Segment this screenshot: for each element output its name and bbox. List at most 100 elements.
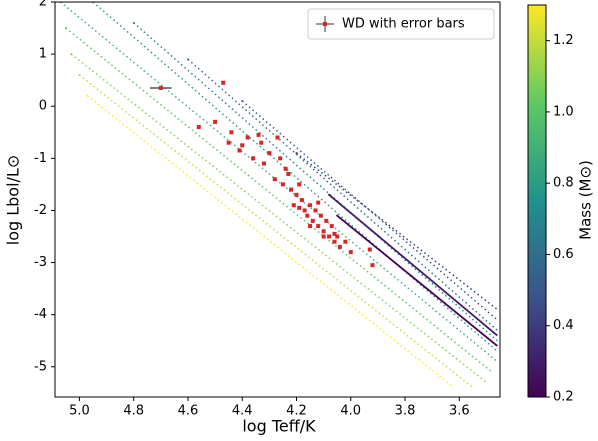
track-mass	[132, 21, 135, 24]
legend-box	[307, 8, 495, 40]
x-tick-label: 5.0	[69, 404, 90, 419]
wd-point	[370, 263, 375, 268]
cooling-track	[328, 194, 498, 337]
wd-point	[297, 182, 302, 187]
cooling-track	[65, 27, 493, 373]
cooling-track	[336, 214, 498, 347]
wd-point	[324, 218, 329, 223]
colorbar-tick-label: 0.6	[553, 247, 574, 262]
track-mass	[186, 58, 189, 61]
cooling-track	[87, 95, 455, 389]
wd-point	[245, 135, 250, 140]
colorbar-label: Mass (M⊙)	[577, 160, 595, 240]
y-tick-label: -4	[34, 307, 47, 322]
wd-point	[310, 218, 315, 223]
wd-point	[348, 250, 353, 255]
wd-point	[278, 156, 283, 161]
wd-point	[221, 80, 226, 85]
y-tick-label: 0	[39, 99, 47, 114]
cooling-track	[92, 2, 498, 352]
wd-point	[327, 234, 332, 239]
cooling-track	[241, 100, 498, 321]
wd-point	[229, 130, 234, 135]
cooling-track	[78, 74, 474, 389]
y-tick-label: -3	[34, 255, 47, 270]
colorbar-tick-label: 1.0	[553, 104, 574, 119]
y-tick-label: 2	[39, 0, 47, 10]
wd-point	[283, 166, 288, 171]
y-tick-label: -2	[34, 203, 47, 218]
track-mass	[64, 27, 67, 30]
track-mass	[86, 94, 89, 97]
wd-point	[305, 213, 310, 218]
wd-point	[321, 234, 326, 239]
track-mass	[78, 73, 81, 76]
wd-point	[294, 192, 299, 197]
cooling-track	[59, 2, 498, 363]
cooling-track	[133, 22, 498, 342]
track-mass	[241, 100, 244, 103]
wd-point	[302, 208, 307, 213]
wd-point	[267, 151, 272, 156]
wd-point	[329, 224, 334, 229]
wd-point	[237, 148, 242, 153]
track-mass	[336, 214, 339, 217]
wd-point	[308, 203, 313, 208]
wd-point	[261, 161, 266, 166]
wd-point	[213, 119, 218, 124]
wd-point	[289, 187, 294, 192]
wd-point	[299, 198, 304, 203]
wd-point	[259, 140, 264, 145]
x-tick-label: 4.4	[232, 404, 253, 419]
wd-point	[316, 224, 321, 229]
colorbar	[527, 4, 547, 398]
legend-marker	[323, 22, 327, 26]
wd-point	[280, 182, 285, 187]
x-tick-label: 4.2	[286, 404, 307, 419]
wd-point	[321, 229, 326, 234]
axes-frame	[54, 1, 501, 398]
colorbar-tick-label: 0.2	[553, 390, 574, 405]
wd-point	[337, 244, 342, 249]
y-tick-label: -1	[34, 151, 47, 166]
wd-point	[313, 208, 318, 213]
wd-point	[318, 213, 323, 218]
colorbar-tick-label: 0.4	[553, 318, 574, 333]
wd-point	[256, 132, 261, 137]
wd-point	[272, 177, 277, 182]
wd-point	[196, 125, 201, 130]
wd-point	[286, 171, 291, 176]
x-axis-label: log Teff/K	[242, 417, 316, 436]
wd-point	[308, 224, 313, 229]
cooling-track	[70, 53, 487, 383]
x-tick-label: 4.0	[340, 404, 361, 419]
x-tick-label: 4.8	[123, 404, 144, 419]
cooling-track	[296, 152, 498, 311]
wd-point	[332, 231, 337, 236]
cooling-track	[187, 58, 498, 331]
colorbar-tick-label: 0.8	[553, 176, 574, 191]
colorbar-tick-label: 1.2	[553, 33, 574, 48]
wd-point	[251, 156, 256, 161]
wd-point	[332, 239, 337, 244]
x-tick-label: 3.8	[395, 404, 416, 419]
x-tick-label: 3.6	[449, 404, 470, 419]
wd-point	[297, 205, 302, 210]
wd-point	[240, 143, 245, 148]
y-axis-label: log Lbol/L⊙	[4, 155, 23, 246]
wd-point	[291, 203, 296, 208]
wd-point	[226, 140, 231, 145]
y-tick-label: 1	[39, 47, 47, 62]
legend-label: WD with error bars	[342, 17, 465, 32]
track-mass	[328, 193, 331, 196]
wd-point	[158, 85, 163, 90]
y-tick-label: -5	[34, 359, 47, 374]
wd-point	[343, 239, 348, 244]
wd-point	[367, 247, 372, 252]
plot-area	[59, 2, 498, 389]
track-mass	[295, 152, 298, 155]
x-tick-label: 4.6	[178, 404, 199, 419]
track-mass	[70, 53, 73, 56]
wd-point	[335, 234, 340, 239]
